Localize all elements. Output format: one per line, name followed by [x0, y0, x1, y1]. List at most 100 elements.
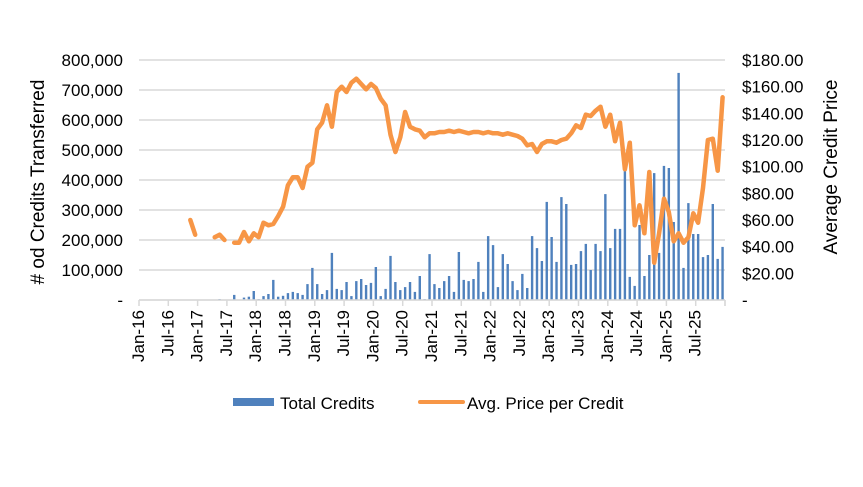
x-tick-label: Jan-20: [363, 310, 382, 362]
bar-total-credits: [491, 245, 495, 300]
bar-total-credits: [643, 276, 646, 300]
bar-total-credits: [403, 287, 407, 300]
bar-total-credits: [609, 248, 612, 300]
bar-total-credits: [462, 279, 465, 300]
right-tick-label: $100.00: [742, 158, 803, 177]
bar-total-credits: [301, 294, 304, 300]
right-tick-label: -: [742, 291, 748, 310]
bar-total-credits: [467, 281, 470, 300]
bar-total-credits: [443, 281, 446, 300]
bar-total-credits: [457, 252, 461, 300]
bar-total-credits: [350, 296, 353, 300]
bar-total-credits: [374, 267, 378, 300]
bar-total-credits: [633, 285, 636, 300]
bar-total-credits: [565, 204, 568, 300]
bar-total-credits: [252, 291, 255, 300]
x-tick-label: Jul-25: [686, 310, 705, 356]
right-tick-label: $20.00: [742, 264, 794, 283]
left-tick-label: 400,000: [62, 171, 123, 190]
bar-total-credits: [550, 237, 553, 300]
bar-total-credits: [618, 228, 622, 300]
bar-total-credits: [657, 252, 661, 300]
bar-total-credits: [452, 291, 456, 300]
left-tick-label: 100,000: [62, 261, 123, 280]
bar-total-credits: [535, 248, 539, 300]
bar-total-credits: [560, 197, 563, 300]
left-tick-label: 700,000: [62, 81, 123, 100]
bar-total-credits: [413, 291, 417, 300]
left-axis-title: # od Credits Transferred: [28, 80, 49, 285]
bar-total-credits: [242, 297, 246, 300]
bar-total-credits: [574, 264, 578, 300]
bar-total-credits: [511, 281, 514, 300]
x-tick-label: Jul-22: [510, 310, 529, 356]
bar-total-credits: [623, 171, 627, 300]
left-tick-label: 500,000: [62, 141, 123, 160]
x-tick-label: Jan-24: [598, 310, 617, 362]
bar-total-credits: [721, 246, 724, 300]
left-y-axis: - 100,000 200,000 300,000 400,000 500,000 600,…: [62, 51, 123, 310]
right-tick-label: $60.00: [742, 211, 794, 230]
bar-total-credits: [325, 290, 329, 300]
bar-total-credits: [447, 276, 451, 300]
x-tick-label: Jul-23: [569, 310, 588, 356]
bar-total-credits: [296, 293, 299, 300]
bar-total-credits: [692, 234, 695, 300]
x-tick-label: Jan-22: [481, 310, 500, 362]
bar-total-credits: [394, 282, 397, 300]
left-tick-label: 200,000: [62, 231, 123, 250]
left-tick-label: 600,000: [62, 111, 123, 130]
x-tick-label: Jan-18: [246, 310, 265, 362]
bar-total-credits: [281, 295, 285, 300]
bar-total-credits: [330, 252, 334, 300]
line-series-avg-price: [188, 76, 725, 265]
x-tick-label: Jan-17: [188, 310, 207, 362]
bar-total-credits: [389, 255, 392, 300]
bar-total-credits: [262, 296, 265, 300]
bar-total-credits: [687, 203, 690, 300]
bar-total-credits: [355, 281, 358, 300]
bar-total-credits: [526, 288, 529, 300]
bar-total-credits: [628, 276, 631, 300]
x-tick-label: Jul-16: [158, 310, 177, 356]
bar-total-credits: [316, 284, 319, 300]
bar-total-credits: [433, 284, 436, 300]
x-tick-label: Jul-17: [217, 310, 236, 356]
right-tick-label: $160.00: [742, 78, 803, 97]
bar-total-credits: [706, 255, 710, 300]
bar-total-credits: [677, 72, 680, 301]
bar-total-credits: [306, 284, 309, 300]
legend: Total Credits Avg. Price per Credit: [233, 394, 624, 413]
right-tick-label: $40.00: [742, 238, 794, 257]
bar-total-credits: [599, 251, 602, 300]
x-tick-label: Jan-16: [129, 310, 148, 362]
bar-total-credits: [472, 279, 475, 300]
x-tick-label: Jan-25: [656, 310, 675, 362]
bar-total-credits: [369, 282, 373, 300]
bar-total-credits: [482, 291, 485, 300]
price-line-segment: [188, 217, 198, 237]
bar-total-credits: [696, 234, 700, 300]
bar-total-credits: [682, 267, 685, 300]
x-tick-label: Jan-23: [539, 310, 558, 362]
bar-total-credits: [701, 257, 705, 300]
gridlines: [139, 59, 725, 301]
bar-total-credits: [530, 236, 534, 300]
x-tick-label: Jan-21: [422, 310, 441, 362]
bar-total-credits: [521, 273, 524, 300]
bar-total-credits: [555, 261, 558, 300]
bar-total-credits: [359, 279, 363, 300]
x-tick-label: Jan-19: [305, 310, 324, 362]
bar-total-credits: [516, 290, 519, 300]
bar-total-credits: [613, 228, 617, 300]
bar-total-credits: [501, 254, 505, 300]
bar-total-credits: [272, 279, 275, 300]
bar-total-credits: [379, 296, 382, 300]
legend-label-avg-price: Avg. Price per Credit: [467, 394, 624, 413]
bar-total-credits: [496, 287, 500, 300]
bar-total-credits: [233, 294, 236, 300]
x-tick-label: Jul-19: [334, 310, 353, 356]
bar-total-credits: [604, 194, 607, 300]
bar-total-credits: [506, 264, 509, 300]
